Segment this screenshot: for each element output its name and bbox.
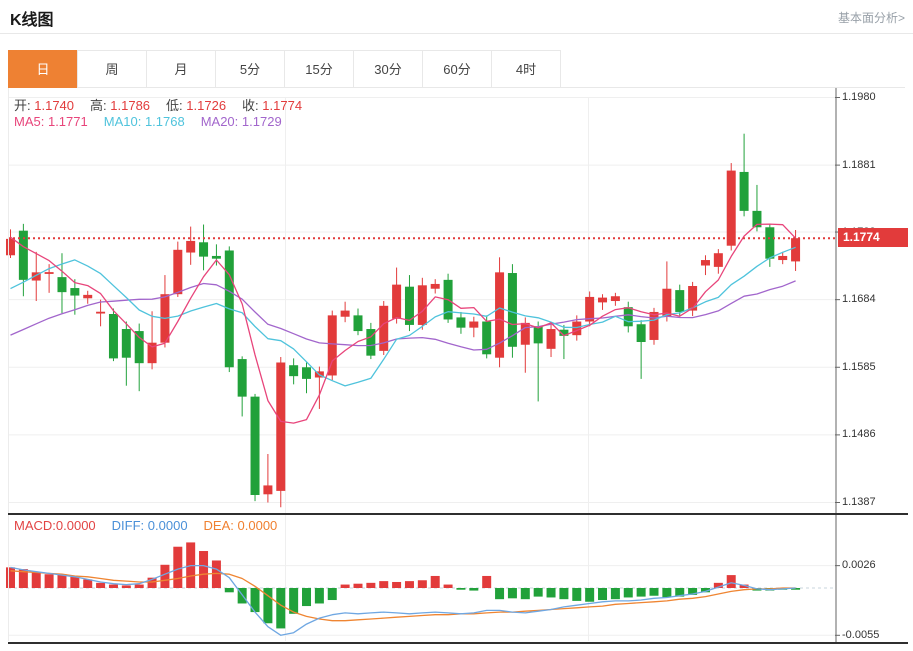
price-axis-label-0: 1.1980	[842, 91, 876, 103]
low-readout: 低: 1.1726	[166, 98, 227, 113]
tab-period-3[interactable]: 5分	[215, 50, 285, 88]
open-readout: 开: 1.1740	[14, 98, 75, 113]
price-axis-label-5: 1.1486	[842, 428, 876, 441]
period-tab-bar: 日周月 5分 15分 30分 60分 4时	[8, 50, 561, 88]
price-axis-label-3: 1.1684	[842, 293, 876, 306]
ma-readout: MA5: 1.1771 MA10: 1.1768 MA20: 1.1729	[14, 114, 298, 129]
macd-axis-label-0: 0.0026	[842, 559, 876, 572]
macd-value: MACD:0.0000	[14, 518, 96, 533]
title-divider	[0, 33, 913, 34]
price-axis-label-4: 1.1585	[842, 360, 876, 373]
tab-period-1[interactable]: 周	[77, 50, 147, 88]
last-price-tag: 1.1774	[838, 228, 908, 247]
ma10-readout: MA10: 1.1768	[103, 114, 185, 129]
tab-period-6[interactable]: 60分	[422, 50, 492, 88]
page-title: K线图	[10, 12, 54, 29]
tab-period-2[interactable]: 月	[146, 50, 216, 88]
macd-axis-label-1: -0.0055	[842, 628, 880, 641]
price-axis-label-1: 1.1881	[842, 158, 876, 171]
ohlc-readout: 开: 1.1740 高: 1.1786 低: 1.1726 收: 1.1774	[14, 95, 318, 114]
tab-period-0[interactable]: 日	[8, 50, 78, 88]
tab-period-7[interactable]: 4时	[491, 50, 561, 88]
diff-value: DIFF: 0.0000	[111, 518, 188, 533]
fundamental-analysis-link[interactable]: 基本面分析>	[837, 11, 905, 25]
high-readout: 高: 1.1786	[90, 98, 151, 113]
macd-readout: MACD:0.0000 DIFF: 0.0000 DEA: 0.0000	[14, 518, 293, 533]
price-axis-label-6: 1.1387	[842, 496, 876, 508]
ma20-readout: MA20: 1.1729	[200, 114, 282, 129]
dea-value: DEA: 0.0000	[203, 518, 278, 533]
close-readout: 收: 1.1774	[242, 98, 303, 113]
tab-period-5[interactable]: 30分	[353, 50, 423, 88]
tab-period-4[interactable]: 15分	[284, 50, 354, 88]
ma5-readout: MA5: 1.1771	[14, 114, 88, 129]
